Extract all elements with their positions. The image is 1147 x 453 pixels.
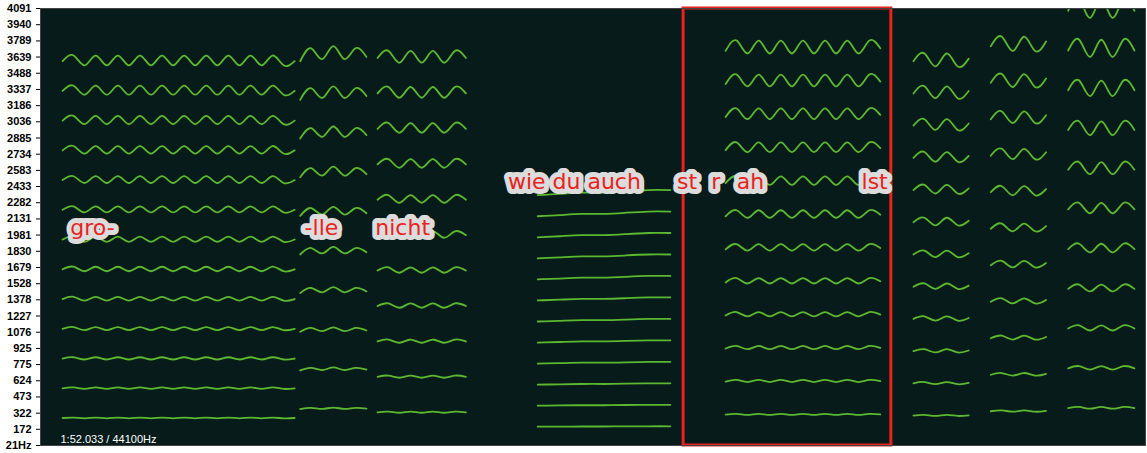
svg-text:3789: 3789	[7, 34, 31, 46]
svg-text:473: 473	[13, 390, 31, 402]
svg-text:lst: lst	[862, 169, 889, 194]
svg-text:1378: 1378	[7, 293, 31, 305]
svg-text:2583: 2583	[7, 164, 31, 176]
svg-text:1:52.033 / 44100Hz: 1:52.033 / 44100Hz	[61, 433, 157, 445]
svg-text:2282: 2282	[7, 196, 31, 208]
svg-text:gro-: gro-	[70, 215, 114, 240]
svg-text:2734: 2734	[7, 148, 32, 160]
svg-text:-lle: -lle	[305, 215, 339, 240]
svg-text:2433: 2433	[7, 180, 31, 192]
svg-text:1227: 1227	[7, 310, 31, 322]
svg-text:3337: 3337	[7, 83, 31, 95]
svg-text:1830: 1830	[7, 245, 31, 257]
svg-text:nicht: nicht	[375, 215, 430, 240]
svg-text:775: 775	[13, 358, 31, 370]
svg-text:3639: 3639	[7, 51, 31, 63]
svg-text:4091: 4091	[7, 2, 31, 14]
svg-text:1679: 1679	[7, 261, 31, 273]
svg-text:3488: 3488	[7, 67, 31, 79]
svg-text:925: 925	[13, 342, 31, 354]
svg-text:322: 322	[13, 407, 31, 419]
svg-text:ah: ah	[737, 169, 764, 194]
svg-text:3940: 3940	[7, 18, 31, 30]
svg-text:2131: 2131	[7, 212, 31, 224]
svg-text:1076: 1076	[7, 326, 31, 338]
svg-text:21Hz: 21Hz	[6, 439, 32, 451]
svg-text:172: 172	[13, 423, 31, 435]
svg-text:2885: 2885	[7, 132, 31, 144]
svg-text:1981: 1981	[7, 229, 31, 241]
svg-text:st: st	[677, 169, 697, 194]
svg-text:3186: 3186	[7, 99, 31, 111]
svg-text:624: 624	[13, 374, 32, 386]
svg-text:wie du auch: wie du auch	[508, 169, 641, 194]
svg-text:1528: 1528	[7, 277, 31, 289]
svg-text:3036: 3036	[7, 115, 31, 127]
svg-text:r: r	[711, 169, 721, 194]
